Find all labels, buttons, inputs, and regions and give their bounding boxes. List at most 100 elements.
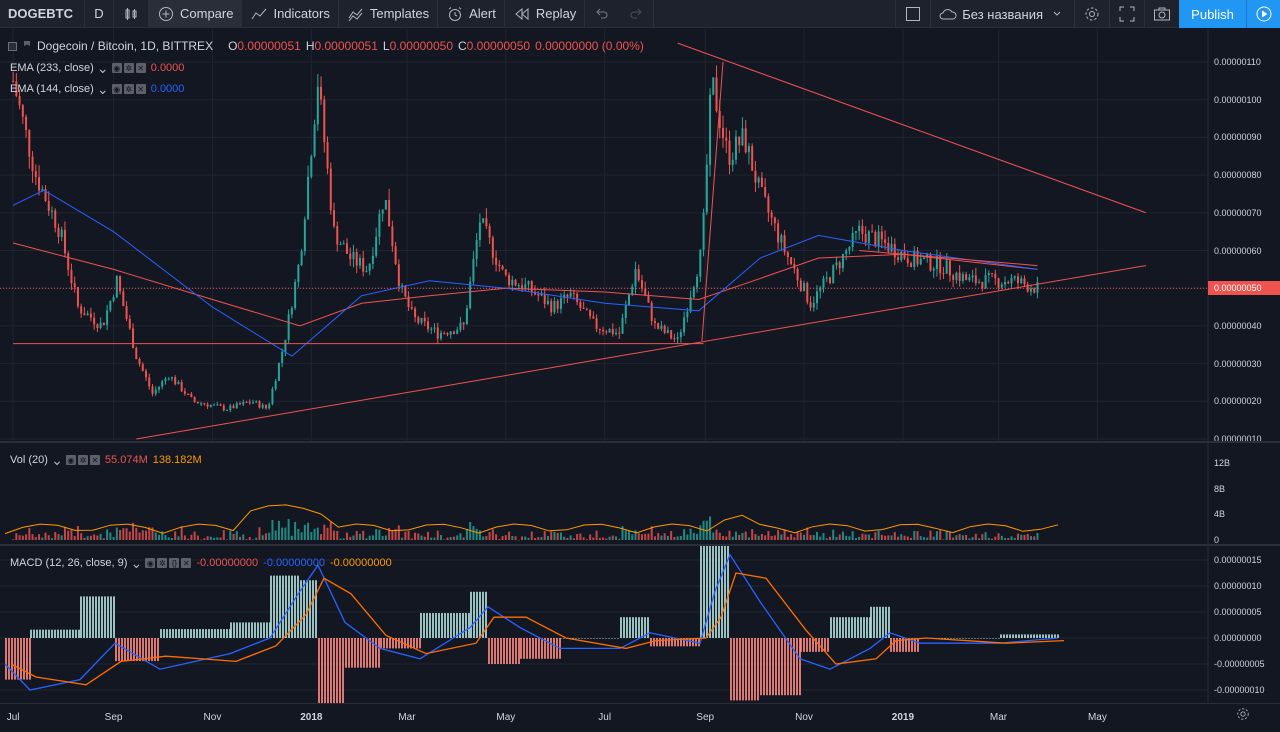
eye-icon[interactable]: ◉ (145, 558, 156, 568)
volume-bar (644, 533, 647, 540)
candle-body (80, 306, 83, 314)
snapshot-button[interactable] (1144, 0, 1179, 28)
volume-pane[interactable]: Vol (20) ⌄ ◉ ✲ ✕ 55.074M 138.182M 12B 8B 4… (0, 443, 1280, 545)
macd-hist-bar (42, 629, 44, 638)
templates-button[interactable]: Templates (339, 0, 439, 28)
candle-body (906, 258, 909, 264)
candle-body (63, 229, 66, 254)
volume-bar (615, 536, 618, 540)
volume-bar (887, 535, 890, 540)
gear-icon[interactable]: ✲ (77, 455, 88, 465)
macd-hist-bar (590, 638, 592, 639)
volume-bar (965, 534, 968, 540)
indicators-button[interactable]: Indicators (242, 0, 339, 28)
ema144-legend[interactable]: EMA (144, close) ⌄ ◉ ✲ ✕ 0.0000 (10, 80, 184, 98)
price-chart[interactable] (0, 29, 1280, 441)
macd-hist-bar (465, 613, 467, 638)
gear-icon[interactable]: ✲ (157, 558, 168, 568)
candle-body (452, 331, 455, 334)
macd-hist-bar (584, 638, 586, 639)
close-icon[interactable]: ✕ (135, 63, 146, 73)
gear-icon[interactable] (1236, 707, 1250, 725)
chart-type-button[interactable] (114, 0, 149, 28)
macd-chart[interactable] (0, 546, 1280, 703)
symbol-search[interactable]: DOGEBTC (0, 0, 85, 28)
interval-button[interactable]: D (85, 0, 114, 28)
volume-bar (786, 536, 789, 540)
macd-hist-bar (184, 629, 186, 638)
close-icon[interactable]: ✕ (181, 558, 192, 568)
settings-button[interactable] (1074, 0, 1109, 28)
candle-body (877, 231, 880, 247)
volume-bar (251, 539, 254, 540)
gear-icon[interactable]: ✲ (123, 63, 134, 73)
upper-wedge-line (859, 250, 1038, 267)
macd-hist-bar (653, 638, 655, 647)
eye-icon[interactable]: ◉ (111, 63, 122, 73)
macd-hist-bar (297, 575, 299, 638)
candle-body (511, 279, 514, 286)
candle-body (449, 331, 452, 335)
volume-bar (226, 539, 229, 540)
candle-body (170, 377, 173, 379)
macd-hist-bar (899, 638, 901, 652)
candle-body (141, 364, 144, 371)
volume-bar (307, 522, 310, 540)
gear-icon[interactable]: ✲ (123, 84, 134, 94)
collapse-legend-icon[interactable] (8, 41, 17, 51)
candle-body (935, 256, 938, 269)
volume-bar (242, 534, 245, 540)
macd-hist-bar (727, 546, 729, 638)
current-price-tag: 0.00000050 (1208, 281, 1280, 296)
price-pane[interactable]: Dogecoin / Bitcoin, 1D, BITTREX O0.00000… (0, 29, 1280, 444)
macd-legend[interactable]: MACD (12, 26, close, 9) ⌄ ◉ ✲ {} ✕ -0.00… (10, 554, 392, 572)
volume-chart[interactable] (0, 443, 1280, 544)
volume-bar (910, 537, 913, 540)
compare-button[interactable]: Compare (149, 0, 243, 28)
close-icon[interactable]: ✕ (89, 455, 100, 465)
eye-icon[interactable]: ◉ (65, 455, 76, 465)
volume-bar (206, 536, 209, 540)
volume-bar (913, 530, 916, 540)
macd-hist-bar (581, 638, 583, 639)
macd-hist-bar (857, 617, 859, 638)
maximize-button[interactable] (1109, 0, 1144, 28)
candle-body (138, 359, 141, 365)
candle-body (1004, 281, 1007, 285)
macd-pane[interactable]: MACD (12, 26, close, 9) ⌄ ◉ ✲ {} ✕ -0.00… (0, 546, 1280, 703)
macd-hist-bar (512, 638, 514, 664)
macd-hist-bar (839, 617, 841, 638)
replay-button[interactable]: Replay (505, 0, 586, 28)
redo-button[interactable] (619, 0, 655, 28)
alert-button[interactable]: Alert (438, 0, 505, 28)
indicators-icon (250, 5, 268, 23)
candle-body (67, 253, 70, 270)
ema233-legend[interactable]: EMA (233, close) ⌄ ◉ ✲ ✕ 0.0000 (10, 59, 184, 77)
close-icon[interactable]: ✕ (135, 84, 146, 94)
candle-body (780, 235, 783, 243)
undo-button[interactable] (585, 0, 619, 28)
volume-bar (410, 538, 413, 540)
publish-button[interactable]: Publish (1179, 0, 1246, 28)
macd-hist-bar (282, 575, 284, 638)
volume-bar (31, 534, 34, 540)
play-button[interactable] (1246, 0, 1280, 28)
pane-separator[interactable] (0, 441, 1280, 443)
eye-icon[interactable]: ◉ (111, 84, 122, 94)
time-axis[interactable]: Jul Sep Nov 2018 Mar May Jul Sep Nov 2019 Mar May (0, 703, 1280, 732)
volume-legend[interactable]: Vol (20) ⌄ ◉ ✲ ✕ 55.074M 138.182M (10, 451, 202, 469)
macd-hist-bar (8, 638, 10, 680)
macd-hist-bar (1057, 634, 1059, 638)
layout-menu[interactable]: Без названия (930, 0, 1074, 28)
fullscreen-toggle[interactable] (895, 0, 930, 28)
candle-body (572, 292, 575, 294)
candle-body (248, 402, 251, 404)
pane-separator[interactable] (0, 544, 1280, 546)
braces-icon[interactable]: {} (169, 558, 180, 568)
candle-body (634, 269, 637, 287)
volume-bar (971, 537, 974, 540)
candle-body (271, 389, 274, 404)
candle-body (559, 298, 562, 309)
volume-bar (955, 535, 958, 540)
macd-hist-bar (709, 546, 711, 638)
